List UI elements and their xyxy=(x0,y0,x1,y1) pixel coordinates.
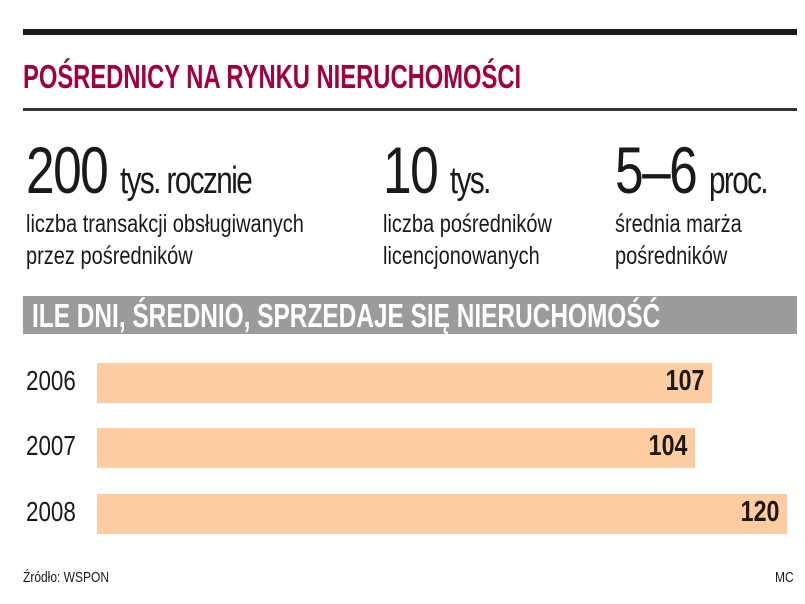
infographic-title: POŚREDNICY NA RYNKU NIERUCHOMOŚCI xyxy=(23,58,522,95)
bar-value-label: 107 xyxy=(665,365,705,397)
stat-value: 5–6 xyxy=(615,133,698,207)
source-note: Źródło: WSPON xyxy=(23,569,110,586)
year-label: 2008 xyxy=(26,496,76,527)
bar-value-label: 120 xyxy=(740,496,779,528)
stat-transactions: 200 tys. rocznie liczba transakcji obsłu… xyxy=(26,132,373,272)
stat-value-line: 5–6 proc. xyxy=(615,132,769,208)
stat-desc-1: średnia marża xyxy=(615,210,742,238)
stat-value-line: 10 tys. xyxy=(383,132,491,208)
stat-desc-2: pośredników xyxy=(615,242,728,270)
stat-value: 200 xyxy=(26,133,109,207)
stat-value-line: 200 tys. rocznie xyxy=(26,132,253,208)
stat-agents: 10 tys. liczba pośredników licencjonowan… xyxy=(383,132,594,272)
stat-unit: proc. xyxy=(708,160,769,202)
top-rule xyxy=(23,29,797,35)
chart-title: ILE DNI, ŚREDNIO, SPRZEDAJE SIĘ NIERUCHO… xyxy=(32,297,661,334)
title-rule xyxy=(23,108,797,111)
stat-desc-2: licencjonowanych xyxy=(383,242,540,270)
stat-value: 10 xyxy=(383,133,439,207)
stat-desc-2: przez pośredników xyxy=(26,242,193,270)
stat-desc-1: liczba transakcji obsługiwanych xyxy=(26,210,304,238)
stat-margin: 5–6 proc. średnia marża pośredników xyxy=(615,132,805,272)
bar-2008 xyxy=(97,494,787,534)
bar-value-label: 104 xyxy=(648,430,687,462)
year-label: 2006 xyxy=(26,365,76,396)
stat-desc-1: liczba pośredników xyxy=(383,210,552,238)
stat-unit: tys. rocznie xyxy=(119,160,253,202)
author-credit: MC xyxy=(775,569,794,586)
chart-title-band xyxy=(23,296,797,334)
year-label: 2007 xyxy=(26,430,76,461)
bar-2006 xyxy=(97,363,713,403)
bar-2007 xyxy=(97,428,695,468)
stat-unit: tys. xyxy=(449,160,491,202)
